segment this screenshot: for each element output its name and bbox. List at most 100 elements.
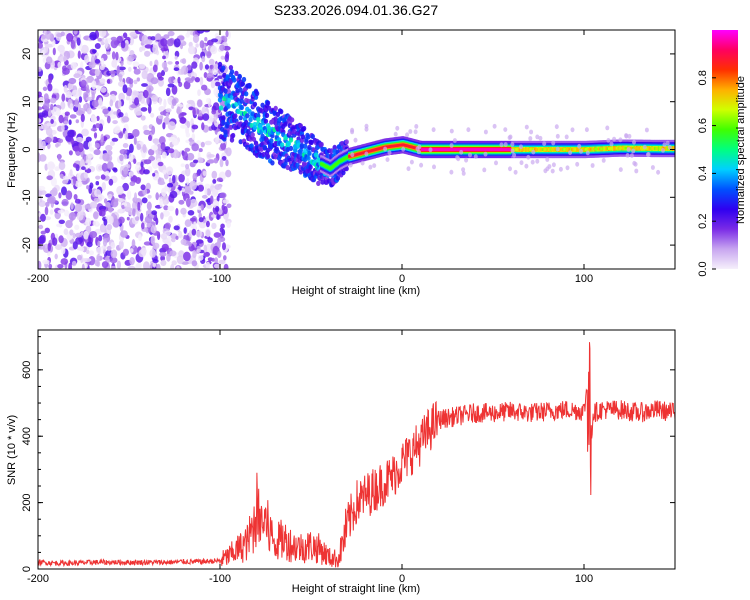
colorbar-tick-label: 0.2 [697, 214, 709, 229]
spectrogram-noise-cell [163, 34, 170, 39]
spectrogram-noise-cell [152, 242, 160, 249]
spectrogram-ridge-cell [340, 159, 343, 162]
spectrogram-noise-cell [211, 109, 217, 115]
spectrogram-cell [307, 144, 312, 150]
spectrogram-noise-cell [122, 32, 128, 39]
spectrogram-noise-cell [196, 30, 205, 34]
spectrogram-noise-cell [162, 169, 167, 175]
spectrogram-noise-cell [612, 136, 617, 142]
spectrogram-noise-cell [214, 257, 219, 264]
spectrogram-noise-cell [431, 127, 436, 133]
spectrogram-noise-cell [155, 149, 162, 156]
spectrogram-noise-cell [118, 132, 124, 139]
spectrogram-ridge-cell [490, 148, 494, 151]
spectrogram-noise-cell [618, 137, 623, 143]
spectrogram-noise-cell [58, 114, 64, 124]
spectrogram-noise-cell [49, 209, 54, 215]
spectrogram-noise-cell [223, 255, 227, 261]
spectrogram-noise-cell [110, 39, 119, 49]
spectrogram-noise-cell [224, 53, 229, 63]
spectrogram-noise-cell [218, 259, 226, 265]
spectrogram-noise-cell [83, 104, 87, 111]
spectrogram-noise-cell [200, 204, 204, 210]
spectrogram-cell [241, 76, 247, 83]
spectrogram-noise-cell [492, 123, 497, 129]
spectrogram-noise-cell [109, 70, 117, 75]
spectrogram-noise-cell [174, 55, 178, 60]
spectrogram-noise-cell [126, 190, 132, 200]
spectrogram-ridge-cell [451, 148, 454, 151]
spectrogram-noise-cell [152, 172, 156, 177]
spectrogram-noise-cell [60, 258, 69, 265]
y-tick-label: -10 [21, 189, 33, 205]
spectrogram-noise-cell [211, 170, 218, 179]
spectrogram-noise-cell [464, 157, 469, 163]
spectrogram-noise-cell [113, 126, 121, 134]
spectrogram-noise-cell [121, 204, 125, 209]
spectrogram-cell [230, 132, 236, 139]
spectrogram-noise-cell [146, 210, 151, 215]
spectrogram-noise-cell [61, 246, 66, 255]
spectrogram-noise-cell [151, 125, 156, 135]
spectrogram-cell [283, 121, 288, 127]
spectrogram-ridge-cell [399, 143, 402, 147]
spectrogram-noise-cell [180, 43, 183, 50]
spectrogram-ridge-cell [470, 148, 473, 151]
spectrogram-noise-cell [106, 115, 111, 124]
spectrogram-noise-cell [39, 154, 47, 162]
spectrogram-noise-cell [94, 58, 101, 64]
spectrogram-noise-cell [212, 179, 217, 184]
spectrogram-noise-cell [665, 140, 670, 146]
spectrogram-noise-cell [565, 165, 570, 171]
spectrogram-cell [247, 82, 252, 89]
spectrogram-noise-cell [152, 44, 159, 55]
spectrogram-ridge-cell [327, 166, 331, 170]
spectrogram-cell [340, 140, 345, 147]
spectrogram-noise-cell [140, 107, 148, 112]
spectrogram-noise-cell [96, 254, 100, 263]
spectrogram-noise-cell [197, 184, 204, 192]
spectrogram-noise-cell [175, 208, 179, 216]
spectrogram-noise-cell [117, 198, 125, 203]
spectrogram-noise-cell [89, 201, 98, 209]
spectrogram-noise-cell [46, 56, 53, 65]
spectrogram-noise-cell [191, 228, 197, 236]
spectrogram-ridge-cell [600, 147, 603, 151]
spectrogram-noise-cell [173, 67, 180, 71]
spectrogram-noise-cell [142, 89, 149, 99]
spectrogram-ridge-cell [559, 148, 562, 151]
spectrogram-noise-cell [401, 146, 406, 152]
spectrogram-cell [296, 142, 301, 148]
spectrogram-noise-cell [211, 214, 218, 218]
spectrogram-noise-cell [92, 221, 97, 226]
spectrogram-noise-cell [128, 152, 134, 162]
spectrogram-noise-cell [191, 76, 196, 81]
spectrogram-noise-cell [105, 144, 113, 152]
spectrogram-noise-cell [178, 173, 185, 183]
spectrogram-ridge-cell [387, 145, 390, 148]
spectrogram-ridge-cell [334, 163, 337, 167]
spectrogram-ridge-cell [432, 148, 435, 151]
spectrogram-noise-cell [656, 169, 661, 175]
spectrogram-cell [221, 119, 226, 125]
spectrogram-ridge-cell [343, 157, 346, 161]
spectrogram-noise-cell [219, 44, 226, 51]
spectrogram-ridge-cell [494, 148, 497, 151]
spectrogram-noise-cell [161, 187, 167, 197]
spectrogram-noise-cell [158, 76, 164, 81]
spectrogram-noise-cell [100, 133, 104, 143]
spectrogram-ridge-cell [453, 148, 457, 151]
spectrogram-noise-cell [149, 60, 153, 67]
spectrogram-noise-cell [213, 116, 217, 126]
spectrogram-noise-cell [131, 239, 136, 249]
spectrogram-noise-cell [545, 157, 550, 162]
spectrogram-noise-cell [186, 99, 195, 105]
spectrogram-ridge-cell [523, 148, 527, 151]
spectrogram-noise-cell [180, 124, 188, 129]
spectrogram-noise-cell [531, 149, 536, 155]
spectrogram-noise-cell [150, 77, 159, 85]
spectrogram-noise-cell [52, 88, 59, 94]
spectrogram-ridge-cell [489, 148, 492, 151]
spectrogram-ridge-cell [411, 146, 415, 149]
x-tick-label: -200 [27, 273, 49, 285]
